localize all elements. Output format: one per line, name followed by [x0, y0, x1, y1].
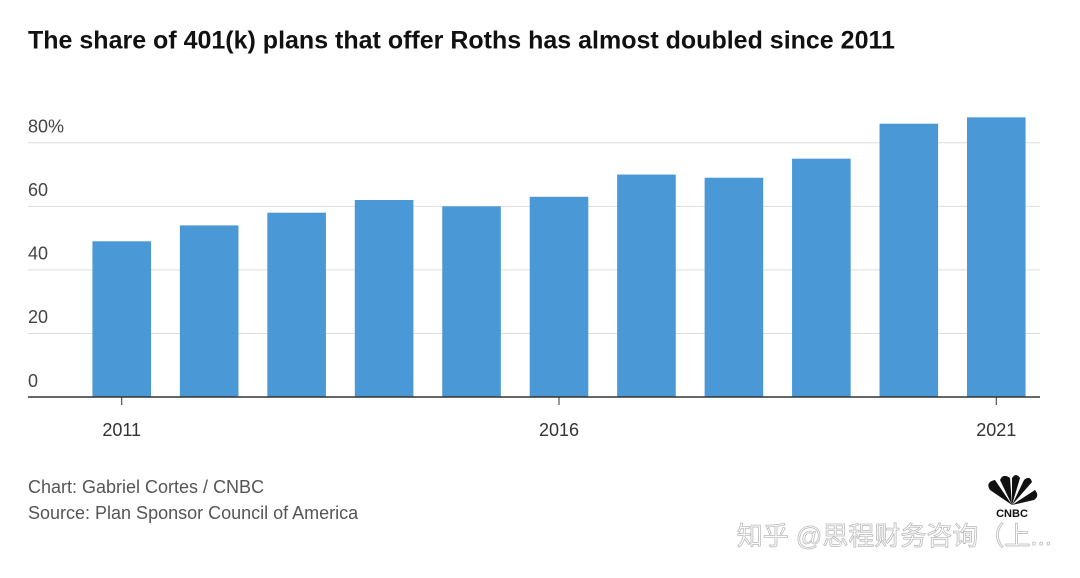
bar	[704, 177, 764, 397]
bar	[879, 123, 939, 397]
bar	[179, 225, 239, 397]
bar	[529, 196, 589, 397]
y-tick-label: 40	[28, 244, 48, 264]
bar	[792, 158, 851, 397]
bar	[442, 206, 501, 397]
x-tick-label: 2016	[539, 420, 579, 440]
y-tick-label: 20	[28, 307, 48, 327]
logo-icon	[988, 475, 1038, 505]
bar	[354, 199, 414, 397]
y-tick-label: 0	[28, 371, 38, 391]
credit: Chart: Gabriel Cortes / CNBC	[28, 477, 264, 497]
y-tick-label: 80%	[28, 117, 64, 137]
bar	[267, 212, 326, 397]
chart-title: The share of 401(k) plans that offer Rot…	[28, 27, 895, 55]
source: Source: Plan Sponsor Council of America	[28, 503, 359, 523]
watermark: 知乎 @思程财务咨询（上...	[737, 521, 1052, 551]
x-tick-label: 2011	[102, 420, 141, 440]
y-tick-label: 60	[28, 180, 48, 200]
bar	[966, 117, 1026, 397]
bar	[617, 174, 676, 397]
bar	[92, 241, 152, 397]
x-tick-label: 2021	[976, 420, 1016, 440]
logo: CNBC	[996, 508, 1028, 520]
